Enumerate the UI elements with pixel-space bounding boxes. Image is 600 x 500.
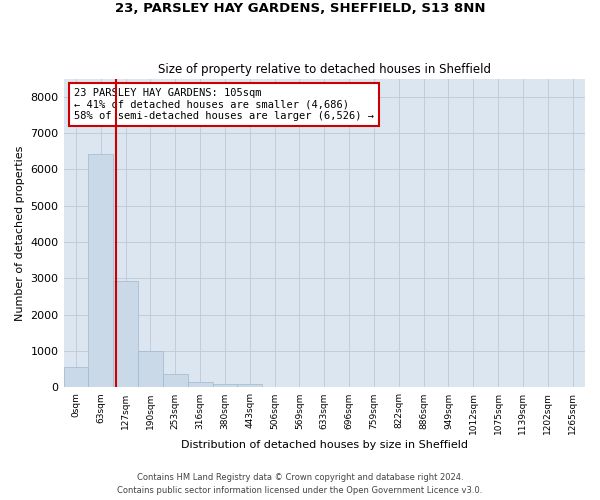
Y-axis label: Number of detached properties: Number of detached properties: [15, 146, 25, 320]
Bar: [238, 384, 262, 388]
Bar: [212, 384, 238, 388]
Text: 23 PARSLEY HAY GARDENS: 105sqm
← 41% of detached houses are smaller (4,686)
58% : 23 PARSLEY HAY GARDENS: 105sqm ← 41% of …: [74, 88, 374, 121]
Title: Size of property relative to detached houses in Sheffield: Size of property relative to detached ho…: [158, 63, 491, 76]
Bar: [113, 282, 138, 388]
Bar: [64, 366, 88, 388]
Text: Contains HM Land Registry data © Crown copyright and database right 2024.
Contai: Contains HM Land Registry data © Crown c…: [118, 474, 482, 495]
Bar: [188, 382, 212, 388]
Bar: [138, 352, 163, 388]
Bar: [163, 374, 188, 388]
Bar: [88, 154, 113, 388]
X-axis label: Distribution of detached houses by size in Sheffield: Distribution of detached houses by size …: [181, 440, 468, 450]
Text: 23, PARSLEY HAY GARDENS, SHEFFIELD, S13 8NN: 23, PARSLEY HAY GARDENS, SHEFFIELD, S13 …: [115, 2, 485, 16]
